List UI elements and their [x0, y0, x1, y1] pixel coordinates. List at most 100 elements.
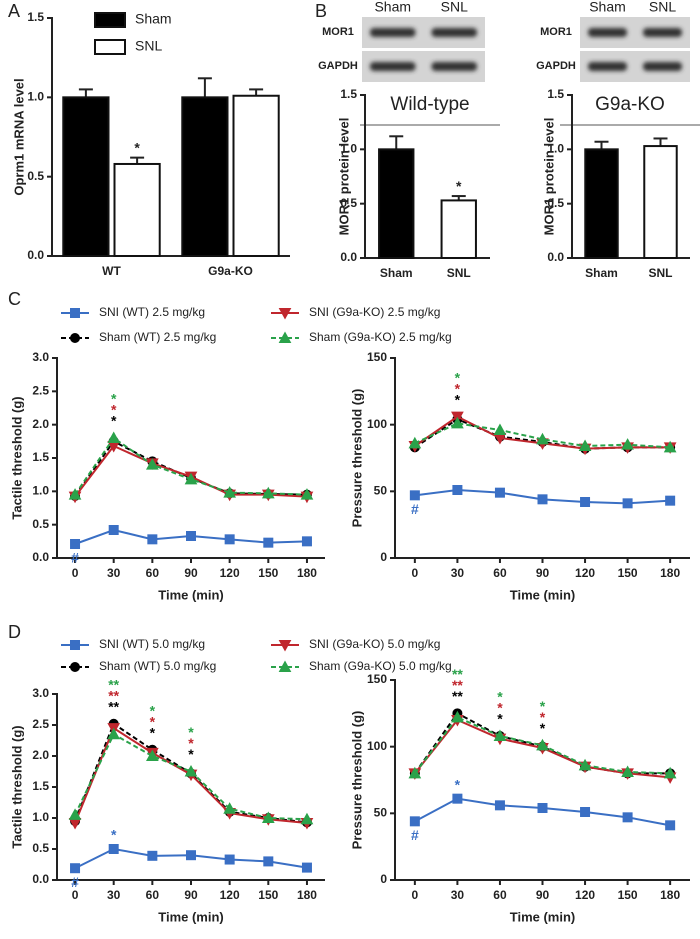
y-tick-label: 1.0: [27, 90, 44, 104]
legend-marker: [70, 308, 80, 318]
x-axis-label: Time (min): [158, 587, 224, 602]
blot-band: [370, 62, 416, 71]
y-tick-label: 150: [367, 350, 387, 364]
legend-label: SNI (WT) 2.5 mg/kg: [99, 305, 205, 319]
series-line: [74, 444, 308, 498]
panel-letter: A: [8, 1, 20, 21]
y-tick-label: 0.0: [547, 250, 564, 264]
x-tick-label: 0: [412, 566, 419, 580]
bar: [584, 148, 619, 259]
annotation: *: [188, 746, 194, 762]
x-tick-label: 60: [493, 888, 507, 902]
bar: [62, 96, 110, 258]
x-tick-label: 150: [618, 566, 638, 580]
x-tick-label: 180: [660, 888, 680, 902]
y-tick-label: 2.0: [32, 417, 49, 431]
annotation: #: [71, 550, 79, 566]
y-tick-label: 0: [380, 550, 387, 564]
blot-band: [431, 62, 477, 71]
marker: [300, 488, 314, 500]
marker: [70, 863, 81, 874]
marker: [452, 793, 463, 804]
marker: [224, 534, 235, 545]
y-tick-label: 1.0: [547, 142, 564, 156]
y-tick-label: 3.0: [32, 686, 49, 700]
marker: [261, 811, 275, 823]
legend-label: SNL: [135, 38, 162, 54]
marker: [301, 862, 312, 873]
x-tick-label: 150: [258, 888, 278, 902]
marker: [301, 536, 312, 547]
legend-marker: [70, 640, 80, 650]
annotation: **: [108, 676, 119, 692]
x-tick-label: G9a-KO: [208, 264, 253, 278]
marker: [68, 808, 82, 820]
annotation: **: [452, 688, 463, 704]
panel-title: Wild-type: [390, 94, 469, 115]
bar: [378, 148, 415, 259]
blot-band: [588, 62, 627, 71]
annotation: *: [134, 139, 140, 155]
y-tick-label: 0.5: [32, 517, 49, 531]
annotation: **: [108, 687, 119, 703]
lane-label: SNL: [441, 0, 468, 15]
marker: [663, 766, 677, 779]
marker: [451, 710, 464, 723]
lane-label: Sham: [589, 0, 626, 15]
bar: [643, 145, 678, 259]
legend-label: Sham (G9a-KO) 2.5 mg/kg: [309, 330, 452, 344]
x-tick-label: 30: [107, 888, 121, 902]
y-axis-label: Pressure threshold (g): [349, 711, 364, 850]
legend-label: SNI (G9a-KO) 5.0 mg/kg: [309, 637, 440, 651]
x-tick-label: 120: [575, 888, 595, 902]
legend-label: Sham (WT) 2.5 mg/kg: [99, 330, 216, 344]
y-tick-label: 0.5: [547, 196, 564, 210]
marker: [493, 423, 507, 435]
x-tick-label: 120: [220, 888, 240, 902]
y-tick-label: 0: [380, 872, 387, 886]
annotation: *: [150, 725, 156, 741]
marker: [223, 486, 236, 498]
marker: [665, 495, 676, 506]
marker: [537, 494, 548, 505]
x-tick-label: 60: [146, 566, 160, 580]
blot-band: [431, 28, 477, 37]
x-tick-label: 150: [618, 888, 638, 902]
bar: [113, 162, 161, 257]
panel-letter: D: [8, 622, 21, 642]
annotation: *: [456, 178, 462, 194]
marker: [108, 844, 119, 854]
panel-title: G9a-KO: [595, 94, 665, 115]
y-tick-label: 0.5: [340, 196, 357, 210]
marker: [665, 820, 676, 831]
annotation: **: [452, 677, 463, 693]
marker: [494, 800, 505, 811]
annotation: *: [111, 413, 117, 429]
marker: [622, 812, 633, 823]
y-tick-label: 1.0: [32, 484, 49, 498]
marker: [146, 458, 159, 470]
x-tick-label: 90: [184, 566, 198, 580]
marker: [263, 537, 274, 548]
x-tick-label: SNL: [649, 266, 673, 280]
row-label: GAPDH: [318, 60, 358, 72]
marker: [621, 438, 634, 450]
y-axis-label: MOR1 protein level: [336, 118, 351, 236]
x-tick-label: 120: [220, 566, 240, 580]
blot-band: [643, 28, 682, 37]
marker: [580, 497, 591, 507]
marker: [108, 525, 119, 535]
y-tick-label: 150: [367, 672, 387, 686]
legend-marker: [70, 333, 80, 343]
panel-letter: C: [8, 289, 21, 309]
legend-swatch: [94, 12, 126, 28]
y-tick-label: 1.5: [32, 779, 49, 793]
annotation: *: [455, 776, 461, 792]
marker: [184, 472, 198, 485]
marker: [223, 802, 236, 814]
marker: [580, 807, 591, 817]
x-tick-label: 60: [493, 566, 507, 580]
x-tick-label: 150: [258, 566, 278, 580]
legend-marker: [70, 662, 80, 672]
